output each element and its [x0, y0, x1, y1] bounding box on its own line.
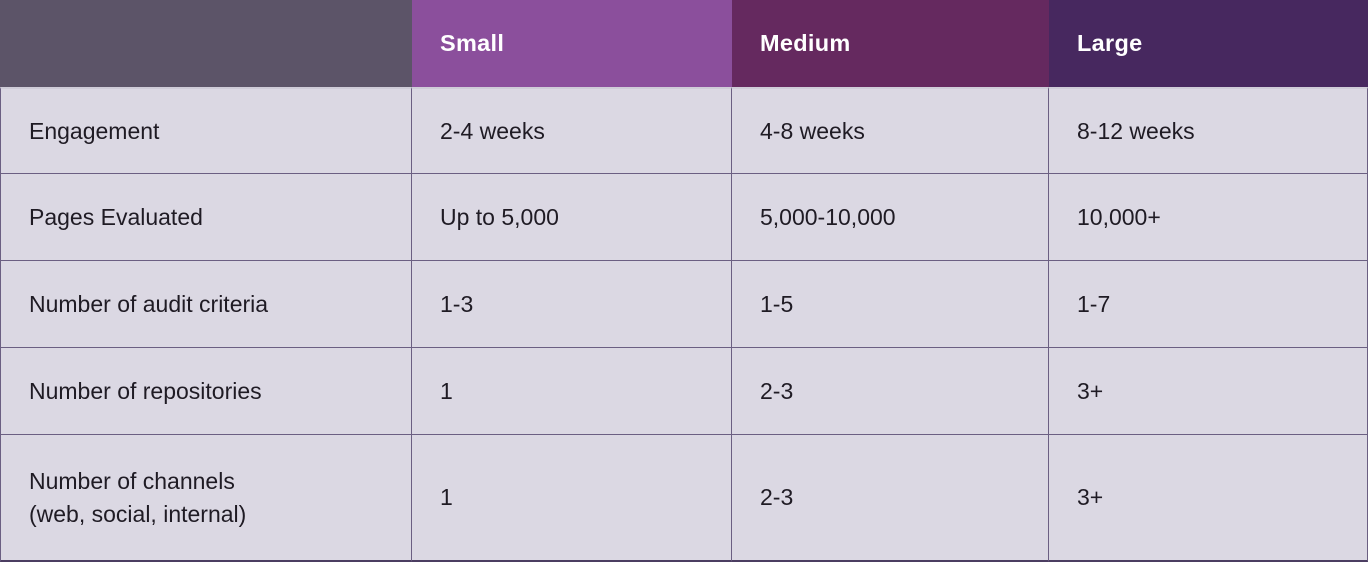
- column-header-large: Large: [1049, 0, 1368, 87]
- cell-value-text: 8-12 weeks: [1077, 117, 1195, 144]
- cell-value-text: 3+: [1077, 377, 1104, 404]
- row-label-text: Number of audit criteria: [29, 290, 269, 317]
- row-label-engagement: Engagement: [0, 87, 412, 174]
- row-label-text: Pages Evaluated: [29, 203, 203, 230]
- cell-engagement-small: 2-4 weeks: [412, 87, 732, 174]
- cell-criteria-large: 1-7: [1049, 261, 1368, 348]
- cell-value-text: 10,000+: [1077, 203, 1161, 230]
- cell-value-text: 5,000-10,000: [760, 203, 896, 230]
- cell-pages-small: Up to 5,000: [412, 174, 732, 261]
- cell-value-text: 1-7: [1077, 290, 1111, 317]
- column-header-small: Small: [412, 0, 732, 87]
- cell-pages-medium: 5,000-10,000: [732, 174, 1049, 261]
- row-label-repositories: Number of repositories: [0, 348, 412, 435]
- cell-criteria-small: 1-3: [412, 261, 732, 348]
- column-header-small-label: Small: [440, 30, 505, 56]
- cell-channels-small: 1: [412, 435, 732, 562]
- cell-repositories-large: 3+: [1049, 348, 1368, 435]
- cell-channels-large: 3+: [1049, 435, 1368, 562]
- row-label-text: Number of channels: [29, 467, 235, 494]
- cell-value-text: 1: [440, 484, 453, 510]
- column-header-medium: Medium: [732, 0, 1049, 87]
- row-label-text-line2: (web, social, internal): [29, 500, 247, 527]
- cell-value-text: 1-5: [760, 290, 794, 317]
- cell-engagement-large: 8-12 weeks: [1049, 87, 1368, 174]
- cell-value-text: Up to 5,000: [440, 203, 559, 230]
- cell-pages-large: 10,000+: [1049, 174, 1368, 261]
- row-label-text: Engagement: [29, 117, 160, 144]
- column-header-blank: [0, 0, 412, 87]
- row-label-channels: Number of channels (web, social, interna…: [0, 435, 412, 562]
- cell-value-text: 2-4 weeks: [440, 117, 545, 144]
- cell-criteria-medium: 1-5: [732, 261, 1049, 348]
- cell-value-text: 1-3: [440, 290, 474, 317]
- column-header-medium-label: Medium: [760, 30, 851, 56]
- cell-repositories-medium: 2-3: [732, 348, 1049, 435]
- column-header-large-label: Large: [1077, 30, 1143, 56]
- row-label-multiline: Number of channels (web, social, interna…: [29, 465, 246, 530]
- cell-repositories-small: 1: [412, 348, 732, 435]
- cell-value-text: 2-3: [760, 377, 794, 404]
- cell-engagement-medium: 4-8 weeks: [732, 87, 1049, 174]
- cell-value-text: 4-8 weeks: [760, 117, 865, 144]
- row-label-audit-criteria: Number of audit criteria: [0, 261, 412, 348]
- row-label-text: Number of repositories: [29, 377, 262, 404]
- cell-channels-medium: 2-3: [732, 435, 1049, 562]
- cell-value-text: 2-3: [760, 484, 794, 510]
- row-label-pages-evaluated: Pages Evaluated: [0, 174, 412, 261]
- cell-value-text: 1: [440, 377, 453, 404]
- cell-value-text: 3+: [1077, 484, 1104, 510]
